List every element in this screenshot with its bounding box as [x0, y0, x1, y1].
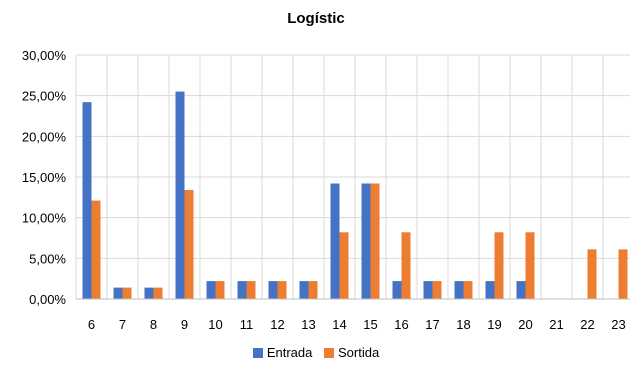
bar-sortida-15: [370, 183, 380, 299]
bar-entrada-9: [175, 91, 185, 299]
bar-sortida-17: [432, 281, 442, 299]
bar-sortida-6: [91, 200, 101, 299]
x-tick-label: 15: [363, 317, 377, 332]
x-tick-label: 13: [301, 317, 315, 332]
bar-entrada-7: [113, 287, 123, 299]
y-tick-label: 30,00%: [22, 48, 67, 63]
x-tick-label: 9: [181, 317, 188, 332]
x-tick-label: 22: [580, 317, 594, 332]
chart-title: Logístic: [287, 10, 345, 27]
legend-label-sortida: Sortida: [337, 345, 380, 360]
bar-entrada-16: [392, 281, 402, 299]
x-tick-label: 10: [208, 317, 222, 332]
bar-entrada-6: [82, 102, 92, 299]
bar-entrada-8: [144, 287, 154, 299]
x-tick-label: 11: [240, 317, 254, 332]
bar-sortida-16: [401, 232, 411, 299]
bar-entrada-20: [516, 281, 526, 299]
bar-sortida-8: [153, 287, 163, 299]
bar-entrada-15: [361, 183, 371, 299]
x-tick-label: 14: [332, 317, 346, 332]
bar-sortida-22: [587, 249, 597, 299]
bar-entrada-11: [237, 281, 247, 299]
legend-item-entrada: Entrada: [252, 345, 313, 360]
bar-sortida-14: [339, 232, 349, 299]
x-tick-label: 23: [611, 317, 625, 332]
bar-sortida-11: [246, 281, 256, 299]
x-tick-label: 16: [394, 317, 408, 332]
x-tick-label: 21: [549, 317, 563, 332]
bar-sortida-7: [122, 287, 132, 299]
bar-sortida-18: [463, 281, 473, 299]
x-tick-label: 7: [119, 317, 126, 332]
legend-label-entrada: Entrada: [266, 345, 313, 360]
legend-swatch-entrada: [252, 347, 263, 358]
bar-sortida-9: [184, 190, 194, 299]
x-tick-label: 20: [518, 317, 532, 332]
bar-sortida-23: [618, 249, 628, 299]
bar-entrada-14: [330, 183, 340, 299]
x-tick-label: 18: [456, 317, 470, 332]
bar-sortida-13: [308, 281, 318, 299]
bar-entrada-18: [454, 281, 464, 299]
legend: Entrada Sortida: [0, 345, 632, 361]
y-tick-label: 0,00%: [29, 292, 66, 307]
bar-sortida-20: [525, 232, 535, 299]
y-tick-label: 10,00%: [22, 211, 67, 226]
legend-item-sortida: Sortida: [323, 345, 380, 360]
bar-sortida-10: [215, 281, 225, 299]
y-tick-label: 15,00%: [22, 170, 67, 185]
bar-entrada-19: [485, 281, 495, 299]
x-tick-label: 6: [88, 317, 95, 332]
y-tick-label: 20,00%: [22, 129, 67, 144]
x-tick-label: 12: [270, 317, 284, 332]
bar-sortida-12: [277, 281, 287, 299]
bar-entrada-13: [299, 281, 309, 299]
x-tick-label: 17: [425, 317, 439, 332]
y-tick-label: 25,00%: [22, 89, 67, 104]
bar-entrada-17: [423, 281, 433, 299]
bar-entrada-10: [206, 281, 216, 299]
y-tick-label: 5,00%: [29, 251, 66, 266]
bar-sortida-19: [494, 232, 504, 299]
bar-entrada-12: [268, 281, 278, 299]
legend-swatch-sortida: [323, 347, 334, 358]
x-tick-label: 19: [487, 317, 501, 332]
x-tick-label: 8: [150, 317, 157, 332]
